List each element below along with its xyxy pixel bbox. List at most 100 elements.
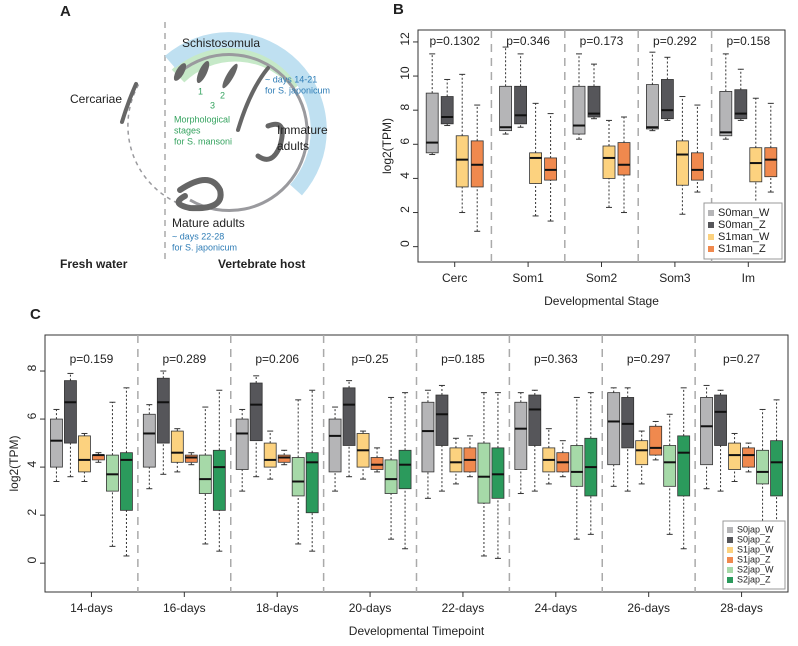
x-axis-label: Developmental Stage — [544, 294, 659, 308]
box — [435, 394, 449, 446]
legend-swatch — [727, 537, 733, 543]
box — [142, 413, 156, 468]
p-value: p=0.206 — [255, 352, 299, 366]
box — [663, 445, 677, 487]
p-value: p=0.363 — [534, 352, 578, 366]
cercaria-icon — [120, 82, 138, 124]
p-value: p=0.1302 — [430, 34, 481, 48]
box — [529, 152, 542, 184]
box — [602, 145, 616, 179]
stage-number: 2 — [220, 90, 225, 100]
y-tick-label: 0 — [398, 240, 412, 247]
box — [587, 85, 601, 118]
box — [263, 442, 277, 468]
box — [421, 401, 435, 473]
box — [691, 152, 704, 181]
box — [120, 452, 133, 511]
box — [106, 454, 119, 492]
x-tick-label: 14-days — [70, 601, 113, 615]
box — [649, 425, 663, 456]
chart: C 0 2 4 6 8 log2(TPM) Developmental Timepoint 14… — [7, 306, 789, 638]
p-value: p=0.185 — [441, 352, 485, 366]
p-value: p=0.25 — [352, 352, 389, 366]
habitat-label: Vertebrate host — [218, 257, 305, 271]
box — [514, 85, 527, 125]
box — [676, 140, 689, 186]
box — [440, 96, 454, 125]
legend-swatch — [708, 210, 714, 216]
legend-swatch — [727, 557, 733, 563]
legend-label: S0man_Z — [718, 219, 766, 231]
box — [184, 454, 198, 463]
y-axis-label: log2(TPM) — [7, 435, 21, 491]
legend-swatch — [727, 567, 733, 573]
panel-a: A Schistosomula Cercariae Immature adult… — [60, 3, 330, 271]
box — [64, 380, 77, 444]
box — [646, 84, 659, 130]
x-tick-label: Som1 — [512, 271, 544, 285]
box — [491, 447, 505, 499]
days-note: for S. japonicum — [172, 242, 237, 252]
y-tick-label: 2 — [398, 206, 412, 213]
stage-note: stages — [174, 125, 201, 135]
box — [425, 92, 439, 154]
y-tick-label: 6 — [25, 412, 39, 419]
panel-label: A — [60, 3, 71, 20]
y-tick-label: 8 — [25, 364, 39, 371]
box — [572, 85, 586, 135]
stage-label: Schistosomula — [182, 36, 260, 50]
box — [455, 135, 469, 188]
legend-label: S1man_Z — [718, 243, 766, 255]
box — [328, 418, 342, 473]
stage-label: Immature — [277, 123, 328, 137]
p-value: p=0.346 — [506, 34, 550, 48]
legend-swatch — [708, 222, 714, 228]
legend-label: S0jap_Z — [737, 534, 771, 544]
x-tick-label: 20-days — [349, 601, 392, 615]
panel-label: B — [393, 1, 404, 18]
box — [756, 449, 769, 485]
box — [728, 442, 741, 470]
y-tick-label: 10 — [398, 66, 412, 80]
box — [249, 382, 263, 442]
box — [370, 457, 384, 470]
stage-note: Morphological — [174, 114, 230, 124]
legend-swatch — [727, 577, 733, 583]
legend: S0jap_WS0jap_ZS1jap_WS1jap_ZS2jap_WS2jap… — [722, 520, 786, 590]
adult-icon — [255, 121, 285, 162]
box — [749, 147, 763, 183]
box — [635, 440, 649, 466]
cycle-ring — [179, 53, 309, 213]
box — [235, 418, 249, 470]
box — [449, 447, 463, 473]
blue-arc — [164, 32, 327, 196]
x-tick-label: 26-days — [627, 601, 670, 615]
y-tick-label: 4 — [25, 460, 39, 467]
legend-label: S1jap_Z — [737, 554, 771, 564]
x-tick-label: Som3 — [659, 271, 691, 285]
box — [617, 142, 631, 176]
stage-note: for S. mansoni — [174, 136, 232, 146]
x-axis-label: Developmental Timepoint — [349, 624, 485, 638]
y-axis-label: log2(TPM) — [380, 118, 394, 174]
box — [305, 452, 319, 514]
box — [78, 435, 91, 473]
box — [742, 447, 755, 468]
box — [621, 397, 635, 449]
box — [764, 147, 778, 178]
box — [50, 418, 63, 468]
worm-icon — [196, 60, 210, 84]
box — [677, 435, 691, 497]
box — [384, 459, 398, 494]
box — [514, 401, 528, 470]
box — [570, 445, 584, 487]
legend-swatch — [727, 547, 733, 553]
x-tick-label: 18-days — [256, 601, 299, 615]
box — [477, 442, 491, 504]
adult-icon — [175, 177, 224, 212]
box — [719, 91, 733, 137]
y-tick-label: 4 — [398, 172, 412, 179]
x-tick-label: Im — [742, 271, 755, 285]
legend-swatch — [727, 527, 733, 533]
